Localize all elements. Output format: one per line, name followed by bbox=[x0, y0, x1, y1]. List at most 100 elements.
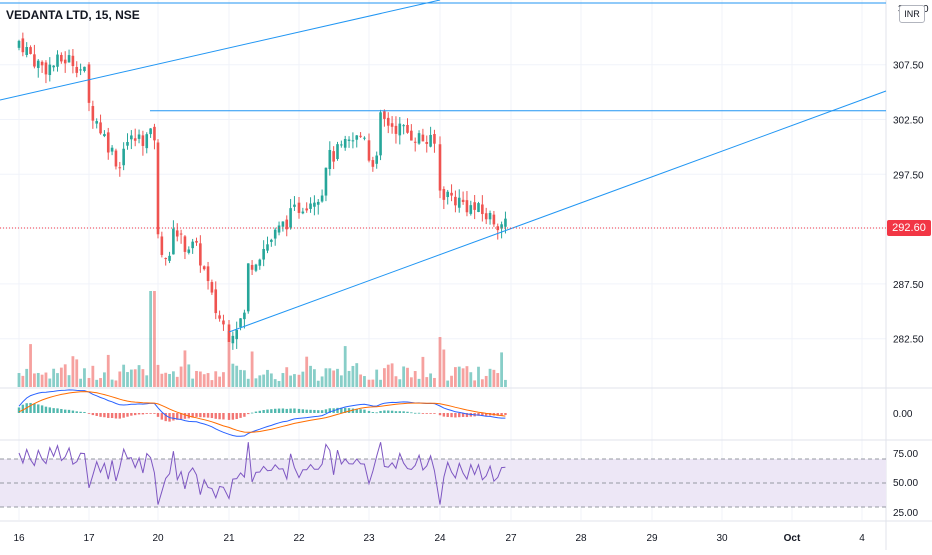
candle-body bbox=[179, 233, 183, 235]
macd-histogram-bar bbox=[235, 413, 238, 420]
volume-bar bbox=[218, 376, 221, 387]
candle-body bbox=[153, 126, 156, 141]
candle-body bbox=[110, 147, 114, 152]
volume-bar bbox=[383, 368, 386, 387]
macd-histogram-bar bbox=[305, 409, 308, 413]
volume-bar bbox=[328, 368, 332, 387]
volume-bar bbox=[21, 375, 25, 387]
candle-body bbox=[328, 149, 332, 170]
macd-histogram-bar bbox=[160, 413, 164, 420]
candle-body bbox=[40, 61, 44, 66]
macd-histogram-bar bbox=[481, 413, 484, 416]
candle-body bbox=[141, 135, 145, 146]
macd-histogram-bar bbox=[218, 413, 221, 420]
macd-histogram-bar bbox=[355, 408, 358, 413]
volume-bar bbox=[103, 372, 106, 387]
macd-histogram-bar bbox=[122, 413, 125, 418]
volume-bar bbox=[438, 337, 442, 387]
volume-bar bbox=[289, 375, 292, 387]
macd-histogram-bar bbox=[442, 413, 446, 417]
volume-bar bbox=[450, 375, 453, 387]
macd-histogram-bar bbox=[176, 413, 179, 420]
candle-body bbox=[305, 208, 308, 211]
candle-body bbox=[33, 54, 36, 67]
macd-histogram-bar bbox=[433, 413, 436, 414]
volume-bar bbox=[262, 374, 266, 387]
grid-lines bbox=[0, 0, 886, 520]
volume-bar bbox=[417, 378, 421, 387]
candle-body bbox=[277, 225, 281, 233]
candle-body bbox=[417, 133, 421, 144]
candle-body bbox=[52, 65, 55, 68]
candle-body bbox=[363, 137, 366, 139]
time-axis-label: 17 bbox=[83, 533, 95, 544]
volume-bar bbox=[461, 368, 465, 387]
candle-body bbox=[266, 244, 269, 251]
volume-bar bbox=[316, 380, 320, 387]
candle-body bbox=[429, 134, 432, 147]
volume-bar bbox=[122, 364, 126, 387]
macd-histogram-bar bbox=[317, 410, 320, 413]
macd-histogram-bar bbox=[214, 413, 217, 419]
volume-bar bbox=[406, 367, 409, 387]
candle-body bbox=[461, 199, 465, 202]
macd-histogram-bar bbox=[375, 412, 378, 414]
volume-bar bbox=[79, 378, 82, 387]
macd-histogram-bar bbox=[75, 411, 78, 413]
time-axis-label: Oct bbox=[784, 533, 801, 544]
candle-body bbox=[243, 312, 246, 320]
volume-bar bbox=[433, 377, 436, 387]
candle-body bbox=[206, 266, 210, 282]
upper-channel-line[interactable] bbox=[0, 0, 441, 101]
macd-histogram-bar bbox=[347, 408, 351, 413]
volume-bar bbox=[67, 375, 71, 387]
candle-body bbox=[496, 226, 500, 231]
price-axis-label: 302.50 bbox=[893, 115, 924, 126]
volume-bar bbox=[480, 379, 484, 387]
macd-histogram-bar bbox=[500, 413, 503, 416]
macd-histogram-bar bbox=[504, 413, 507, 416]
volume-bar bbox=[168, 373, 171, 387]
volume-bar bbox=[75, 359, 79, 387]
macd-histogram-bar bbox=[64, 409, 67, 413]
candle-body bbox=[103, 134, 106, 137]
candle-body bbox=[122, 148, 125, 166]
macd-histogram-bar bbox=[340, 407, 343, 413]
candle-body bbox=[383, 111, 386, 119]
macd-histogram-bar bbox=[145, 413, 148, 414]
macd-histogram-bar bbox=[114, 413, 118, 419]
volume-bar bbox=[343, 346, 347, 387]
macd-histogram-bar bbox=[126, 413, 129, 417]
candle-body bbox=[87, 64, 91, 103]
macd-histogram-bar bbox=[367, 410, 371, 413]
macd-histogram-bar bbox=[191, 413, 194, 418]
volume-bar bbox=[297, 374, 301, 387]
macd-histogram-bar bbox=[227, 413, 231, 420]
macd-histogram-bar bbox=[461, 413, 465, 417]
candle-body bbox=[320, 195, 324, 202]
candle-body bbox=[473, 202, 476, 210]
volume-bar bbox=[195, 370, 198, 387]
macd-histogram-bar bbox=[130, 413, 133, 416]
candle-body bbox=[281, 221, 285, 227]
candle-body bbox=[91, 106, 95, 121]
support-trendline[interactable] bbox=[228, 90, 887, 333]
macd-histogram-bar bbox=[250, 412, 254, 414]
volume-bar bbox=[379, 379, 382, 387]
macd-histogram-bar bbox=[379, 410, 382, 413]
volume-bar bbox=[206, 373, 210, 387]
candle-body bbox=[390, 123, 394, 127]
macd-histogram-bar bbox=[324, 409, 328, 413]
rsi-line bbox=[18, 442, 506, 505]
candle-body bbox=[359, 135, 362, 137]
macd-histogram-bar bbox=[134, 413, 137, 416]
trendlines[interactable] bbox=[0, 0, 887, 333]
candle-body bbox=[454, 196, 457, 206]
symbol-title[interactable]: VEDANTA LTD, 15, NSE bbox=[6, 8, 140, 22]
candle-body bbox=[160, 236, 164, 255]
currency-badge[interactable]: INR bbox=[899, 5, 925, 23]
volume-bar bbox=[175, 376, 179, 387]
time-axis-label: 23 bbox=[363, 533, 375, 544]
